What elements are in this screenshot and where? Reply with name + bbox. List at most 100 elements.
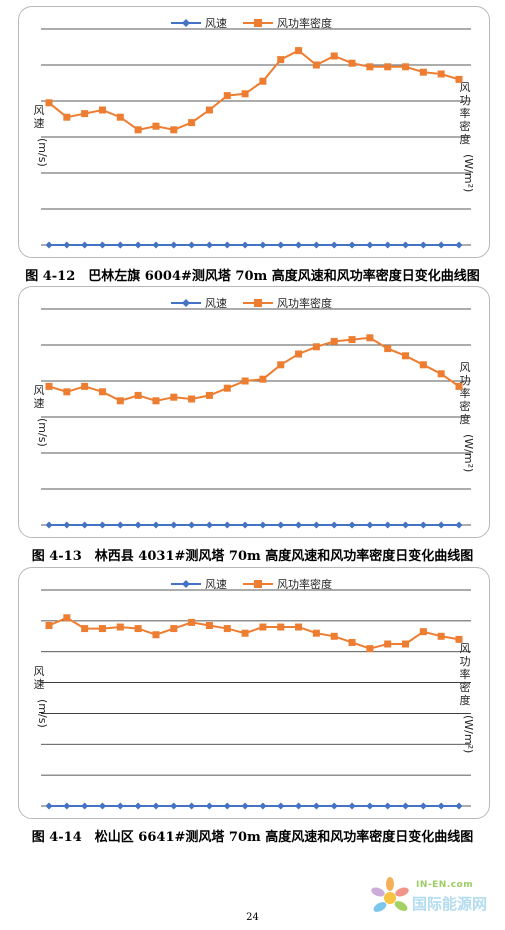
y-axis-title-left-char: 风 [34, 384, 45, 397]
point-power-density [241, 629, 249, 637]
legend-label-power-density: 风功率密度 [277, 16, 332, 30]
point-wind-speed [330, 802, 338, 810]
point-wind-speed [295, 521, 303, 529]
point-wind-speed [241, 802, 249, 810]
point-power-density [63, 388, 71, 396]
point-power-density [330, 632, 338, 640]
point-power-density [116, 623, 124, 631]
point-power-density [205, 106, 213, 114]
point-power-density [152, 122, 160, 130]
point-power-density [259, 375, 267, 383]
point-wind-speed [98, 802, 106, 810]
point-wind-speed [223, 241, 231, 249]
point-wind-speed [63, 521, 71, 529]
point-wind-speed [259, 802, 267, 810]
point-power-density [419, 628, 427, 636]
point-wind-speed [205, 241, 213, 249]
point-power-density [455, 382, 463, 390]
legend-marker-power-density [254, 19, 262, 27]
chart-panel-2: 风速 风功率密度风速 (m/s) 风功率密度 (W/m²) [18, 286, 490, 538]
point-wind-speed [437, 521, 445, 529]
point-power-density [295, 623, 303, 631]
point-power-density [348, 336, 356, 344]
point-power-density [348, 59, 356, 67]
y-axis-title-left-char: 速 [34, 117, 45, 130]
point-power-density [170, 393, 178, 401]
watermark-url: IN-EN.com [416, 880, 474, 890]
y-axis-title-right-char: 风 [460, 81, 471, 94]
point-wind-speed [134, 802, 142, 810]
legend-marker-wind-speed [182, 299, 190, 307]
watermark-name: 国际能源网 [412, 895, 488, 913]
point-power-density [170, 126, 178, 134]
point-wind-speed [277, 802, 285, 810]
y-axis-title-left: 风速 (m/s) [34, 665, 50, 728]
y-axis-title-right-char: 密 [460, 680, 471, 694]
point-wind-speed [45, 802, 53, 810]
point-power-density [241, 90, 249, 98]
point-power-density [98, 625, 106, 633]
point-wind-speed [437, 802, 445, 810]
point-power-density [170, 625, 178, 633]
point-wind-speed [152, 802, 160, 810]
point-wind-speed [205, 802, 213, 810]
point-wind-speed [366, 241, 374, 249]
point-power-density [295, 350, 303, 358]
point-power-density [312, 61, 320, 69]
point-wind-speed [134, 521, 142, 529]
y-axis-title-left: 风速 (m/s) [34, 104, 50, 167]
point-wind-speed [170, 241, 178, 249]
point-wind-speed [81, 802, 89, 810]
point-power-density [188, 395, 196, 403]
point-wind-speed [348, 241, 356, 249]
point-wind-speed [81, 241, 89, 249]
point-power-density [241, 377, 249, 385]
point-power-density [384, 640, 392, 648]
point-power-density [384, 345, 392, 353]
point-wind-speed [455, 241, 463, 249]
point-power-density [437, 632, 445, 640]
y-axis-title-right-char: 功 [460, 655, 471, 668]
point-wind-speed [63, 802, 71, 810]
point-wind-speed [437, 241, 445, 249]
y-axis-title-right: 风功率密度 (W/m²) [460, 361, 476, 472]
point-wind-speed [277, 521, 285, 529]
point-power-density [312, 629, 320, 637]
point-wind-speed [45, 521, 53, 529]
y-axis-title-right-char: 密 [460, 399, 471, 413]
point-wind-speed [98, 241, 106, 249]
point-wind-speed [259, 241, 267, 249]
point-power-density [259, 77, 267, 85]
point-power-density [455, 635, 463, 643]
point-power-density [45, 99, 53, 107]
y-axis-title-right-char: 功 [460, 94, 471, 107]
point-wind-speed [170, 802, 178, 810]
point-power-density [259, 623, 267, 631]
chart-caption-2: 图 4-13 林西县 4031#测风塔 70m 高度风速和风功率密度日变化曲线图 [31, 549, 474, 564]
point-wind-speed [366, 802, 374, 810]
point-wind-speed [98, 521, 106, 529]
y-axis-title-left-char: 风 [34, 104, 45, 117]
point-wind-speed [330, 241, 338, 249]
point-power-density [134, 391, 142, 399]
y-axis-title-right-unit: (W/m²) [462, 154, 475, 192]
point-power-density [330, 52, 338, 60]
legend-label-power-density: 风功率密度 [277, 296, 332, 310]
point-power-density [384, 63, 392, 71]
point-power-density [188, 618, 196, 626]
legend-marker-wind-speed [182, 580, 190, 588]
point-power-density [63, 113, 71, 121]
y-axis-title-left-unit: (m/s) [36, 699, 49, 728]
point-power-density [81, 110, 89, 118]
y-axis-title-right-char: 风 [460, 361, 471, 374]
point-power-density [223, 625, 231, 633]
point-power-density [330, 337, 338, 345]
point-wind-speed [348, 802, 356, 810]
point-wind-speed [455, 521, 463, 529]
point-power-density [366, 334, 374, 342]
point-power-density [81, 625, 89, 633]
y-axis-title-left-unit: (m/s) [36, 138, 49, 167]
legend-label-power-density: 风功率密度 [277, 577, 332, 591]
y-axis-title-right-char: 率 [460, 667, 471, 681]
